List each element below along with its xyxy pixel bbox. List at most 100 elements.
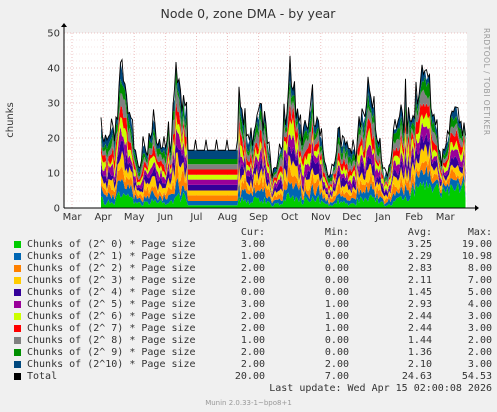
legend-cur: 2.00	[240, 323, 265, 334]
legend-max: 3.00	[467, 311, 492, 322]
series-area	[101, 112, 466, 196]
legend-min: 0.00	[324, 275, 349, 286]
legend-swatch	[14, 253, 21, 260]
legend-min: 0.00	[324, 263, 349, 274]
legend-cur: 3.00	[240, 299, 265, 310]
legend-avg: 1.45	[407, 287, 432, 298]
legend-name: Chunks of (2^ 3) * Page size	[27, 275, 196, 286]
x-tick-label: Oct	[281, 212, 298, 223]
header-avg: Avg:	[407, 227, 432, 238]
header-max: Max:	[467, 227, 492, 238]
x-tick-label: Jul	[189, 212, 202, 223]
legend-swatch	[14, 313, 21, 320]
legend-avg: 2.44	[407, 323, 432, 334]
x-tick-label: Mar	[63, 212, 83, 223]
legend-max: 54.53	[461, 371, 492, 382]
legend-cur: 2.00	[240, 359, 265, 370]
y-tick-label: 30	[47, 99, 60, 110]
legend-swatch	[14, 361, 21, 368]
legend-max: 8.00	[467, 263, 492, 274]
legend-max: 10.98	[461, 251, 492, 262]
x-tick-label: Jan	[374, 212, 390, 223]
series-area	[101, 61, 466, 181]
legend-name: Chunks of (2^ 2) * Page size	[27, 263, 196, 274]
legend-min: 1.00	[324, 311, 349, 322]
footer: Munin 2.0.33-1~bpo8+1	[205, 399, 292, 407]
legend-max: 4.00	[467, 299, 492, 310]
series-area	[101, 133, 466, 201]
legend-name: Chunks of (2^ 4) * Page size	[27, 287, 196, 298]
legend-avg: 2.93	[407, 299, 432, 310]
legend-avg: 2.11	[407, 275, 432, 286]
tick-labels: 0 10 20 30 40 50 Mar Apr May Jun Jul Aug Sep Oct Nov De…	[47, 29, 455, 224]
legend-name: Total	[27, 371, 58, 382]
legend-name: Chunks of (2^ 8) * Page size	[27, 335, 196, 346]
series-area	[101, 165, 466, 207]
legend-swatch	[14, 277, 21, 284]
watermark: RRDTOOL / TOBI OETIKER	[482, 28, 491, 136]
y-tick-label: 50	[47, 29, 60, 40]
stacked-areas	[100, 55, 466, 208]
legend-swatch	[14, 349, 21, 356]
legend-avg: 3.25	[407, 239, 432, 250]
legend-min: 0.00	[324, 287, 349, 298]
legend-cur: 3.00	[240, 239, 265, 250]
header-min: Min:	[324, 227, 349, 238]
legend-name: Chunks of (2^ 9) * Page size	[27, 347, 196, 358]
legend-name: Chunks of (2^10) * Page size	[27, 359, 196, 370]
legend-swatch	[14, 265, 21, 272]
x-tick-label: Apr	[94, 212, 112, 223]
legend-name: Chunks of (2^ 0) * Page size	[27, 239, 196, 250]
legend-max: 19.00	[461, 239, 492, 250]
legend-swatch	[14, 373, 21, 380]
legend-avg: 2.83	[407, 263, 432, 274]
legend-max: 2.00	[467, 347, 492, 358]
legend-avg: 2.44	[407, 311, 432, 322]
legend-cur: 2.00	[240, 275, 265, 286]
legend-name: Chunks of (2^ 5) * Page size	[27, 299, 196, 310]
legend-swatch	[14, 241, 21, 248]
y-tick-label: 0	[54, 204, 60, 215]
legend-min: 0.00	[324, 251, 349, 262]
legend-min: 1.00	[324, 299, 349, 310]
legend-max: 2.00	[467, 335, 492, 346]
legend-cur: 2.00	[240, 311, 265, 322]
legend-swatch	[14, 301, 21, 308]
series-area	[101, 143, 466, 203]
x-tick-label: Nov	[311, 212, 331, 223]
chart-title: Node 0, zone DMA - by year	[161, 6, 337, 21]
series-area	[101, 155, 466, 205]
header-cur: Cur:	[240, 227, 265, 238]
legend-max: 3.00	[467, 323, 492, 334]
series-area	[101, 121, 466, 200]
x-tick-label: Aug	[218, 212, 238, 223]
legend-cur: 2.00	[240, 263, 265, 274]
legend-cur: 1.00	[240, 251, 265, 262]
legend-max: 5.00	[467, 287, 492, 298]
legend-avg: 2.29	[407, 251, 432, 262]
legend-min: 7.00	[324, 371, 349, 382]
legend-cur: 1.00	[240, 335, 265, 346]
legend-swatch	[14, 325, 21, 332]
x-tick-label: Feb	[405, 212, 423, 223]
legend-cur: 2.00	[240, 347, 265, 358]
legend-min: 0.00	[324, 347, 349, 358]
legend-avg: 1.36	[407, 347, 432, 358]
x-tick-label: May	[124, 212, 145, 223]
legend-min: 0.00	[324, 239, 349, 250]
x-tick-label: Mar	[436, 212, 456, 223]
axes	[61, 23, 479, 211]
legend-max: 3.00	[467, 359, 492, 370]
legend-avg: 2.10	[407, 359, 432, 370]
y-axis-arrow	[61, 23, 67, 27]
legend-name: Chunks of (2^ 1) * Page size	[27, 251, 196, 262]
legend-cur: 20.00	[234, 371, 265, 382]
series-area	[101, 179, 466, 208]
last-update: Last update: Wed Apr 15 02:00:08 2026	[269, 383, 492, 394]
x-axis-arrow	[475, 205, 479, 211]
legend-swatch	[14, 289, 21, 296]
legend-min: 1.00	[324, 323, 349, 334]
y-tick-label: 40	[47, 64, 60, 75]
legend-min: 2.00	[324, 359, 349, 370]
legend-max: 7.00	[467, 275, 492, 286]
